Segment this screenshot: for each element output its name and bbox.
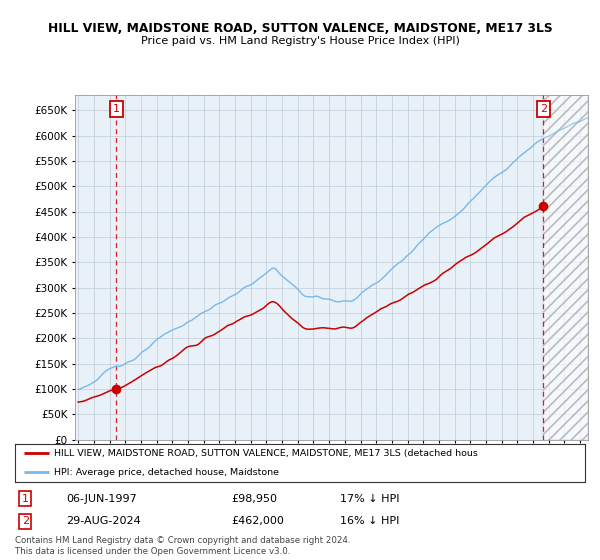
Text: HILL VIEW, MAIDSTONE ROAD, SUTTON VALENCE, MAIDSTONE, ME17 3LS (detached hous: HILL VIEW, MAIDSTONE ROAD, SUTTON VALENC… (54, 449, 478, 458)
Text: Price paid vs. HM Land Registry's House Price Index (HPI): Price paid vs. HM Land Registry's House … (140, 36, 460, 46)
Text: HILL VIEW, MAIDSTONE ROAD, SUTTON VALENCE, MAIDSTONE, ME17 3LS: HILL VIEW, MAIDSTONE ROAD, SUTTON VALENC… (47, 22, 553, 35)
Text: 1: 1 (113, 104, 120, 114)
Text: 16% ↓ HPI: 16% ↓ HPI (340, 516, 399, 526)
Text: HPI: Average price, detached house, Maidstone: HPI: Average price, detached house, Maid… (54, 468, 279, 477)
Text: 2: 2 (540, 104, 547, 114)
Text: 06-JUN-1997: 06-JUN-1997 (66, 493, 137, 503)
Text: 29-AUG-2024: 29-AUG-2024 (66, 516, 141, 526)
Text: 1: 1 (22, 493, 29, 503)
Text: 17% ↓ HPI: 17% ↓ HPI (340, 493, 400, 503)
Text: 2: 2 (22, 516, 29, 526)
Text: £462,000: £462,000 (232, 516, 284, 526)
Text: Contains HM Land Registry data © Crown copyright and database right 2024.
This d: Contains HM Land Registry data © Crown c… (15, 536, 350, 556)
Text: £98,950: £98,950 (232, 493, 278, 503)
